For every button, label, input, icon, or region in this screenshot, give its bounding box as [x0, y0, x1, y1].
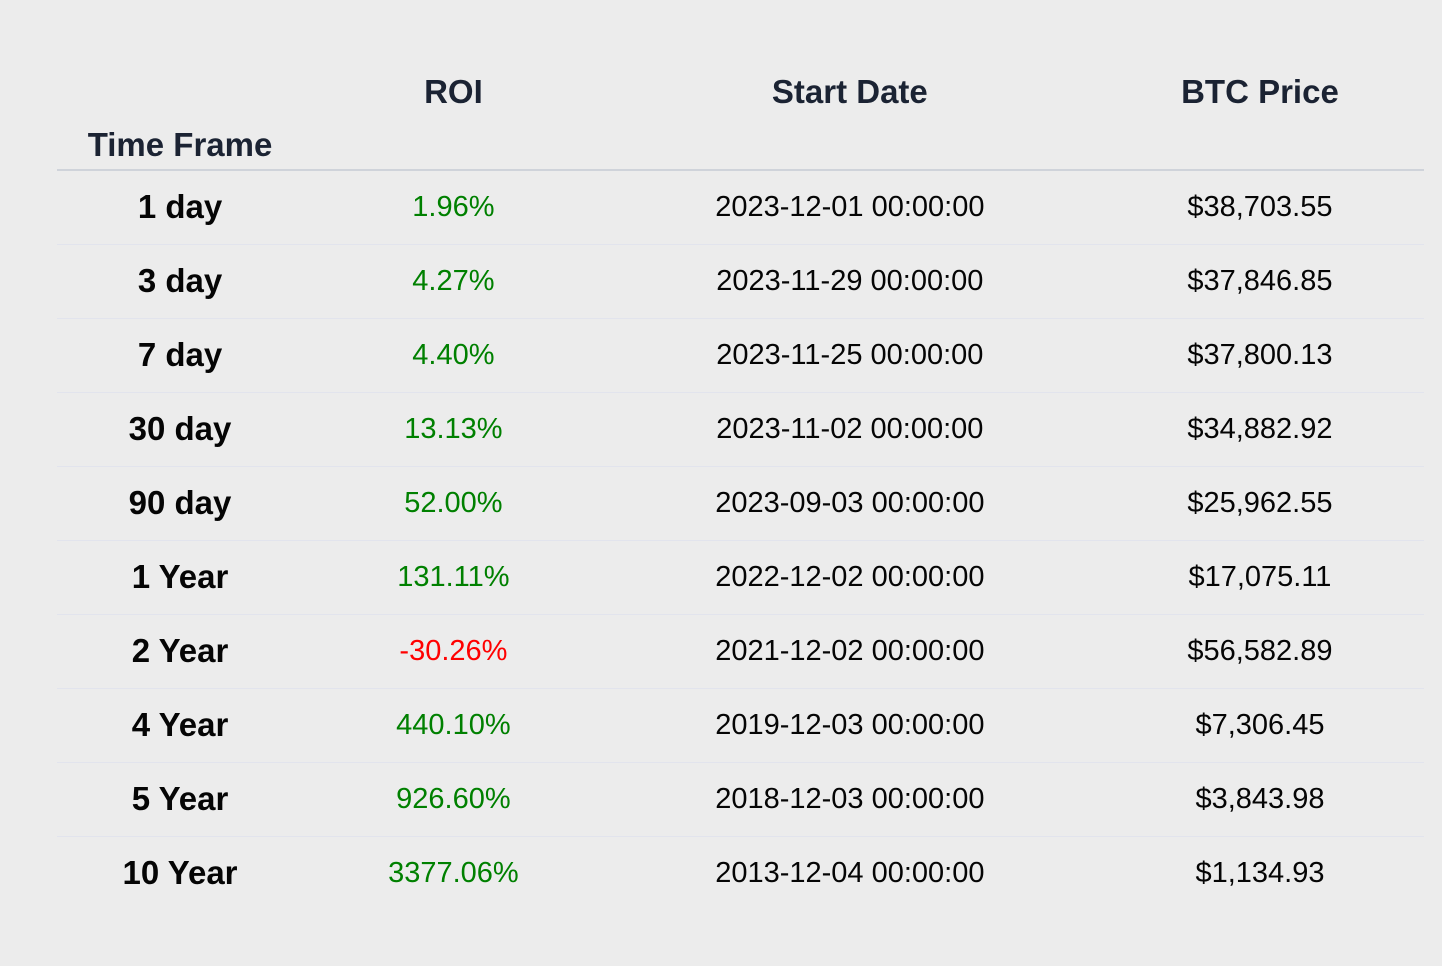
- time-frame-cell: 1 day: [137, 188, 223, 226]
- start-date-cell: 2023-11-25 00:00:00: [603, 317, 1096, 392]
- roi-cell: 52.00%: [303, 465, 604, 540]
- btc-price-cell: $37,800.13: [1095, 317, 1424, 392]
- index-header-spacer: [1095, 120, 1424, 171]
- btc-price-cell: $34,882.92: [1095, 391, 1424, 466]
- roi-cell: 13.13%: [303, 391, 604, 466]
- table-header: ROI Start Date BTC Price Time Frame: [57, 64, 1424, 171]
- roi-cell: 440.10%: [303, 687, 604, 762]
- start-date-cell: 2023-12-01 00:00:00: [715, 190, 985, 223]
- time-frame-cell: 2 Year: [57, 613, 304, 688]
- btc-price-cell: $56,582.89: [1095, 613, 1424, 688]
- column-header-btc-price: BTC Price: [1181, 73, 1339, 110]
- start-date-cell: 2013-12-04 00:00:00: [603, 835, 1096, 910]
- time-frame-cell: 30 day: [57, 391, 304, 466]
- table-body: 1 day 1.96% 2023-12-01 00:00:00 $38,703.…: [57, 170, 1424, 910]
- column-header-roi: ROI: [424, 73, 483, 110]
- btc-price-cell: $3,843.98: [1095, 761, 1424, 836]
- time-frame-cell: 4 Year: [57, 687, 304, 762]
- start-date-cell: 2023-11-02 00:00:00: [603, 391, 1096, 466]
- table-row: 90 day 52.00% 2023-09-03 00:00:00 $25,96…: [57, 465, 1424, 540]
- time-frame-cell: 90 day: [57, 465, 304, 540]
- start-date-cell: 2019-12-03 00:00:00: [603, 687, 1096, 762]
- btc-price-cell: $1,134.93: [1095, 835, 1424, 910]
- start-date-cell: 2018-12-03 00:00:00: [603, 761, 1096, 836]
- roi-cell: 3377.06%: [303, 835, 604, 910]
- roi-cell: -30.26%: [303, 613, 604, 688]
- blank-header-cell: [57, 64, 303, 120]
- table-row: 30 day 13.13% 2023-11-02 00:00:00 $34,88…: [57, 391, 1424, 466]
- btc-price-cell: $25,962.55: [1095, 465, 1424, 540]
- index-header-row: Time Frame: [57, 120, 1424, 171]
- index-header-spacer: [603, 120, 1096, 171]
- start-date-cell: 2023-11-29 00:00:00: [603, 243, 1096, 318]
- btc-price-cell: $37,846.85: [1095, 243, 1424, 318]
- roi-cell: 4.40%: [303, 317, 604, 392]
- btc-roi-table: ROI Start Date BTC Price Time Frame 1 da…: [57, 64, 1424, 910]
- index-header-spacer: [303, 120, 604, 171]
- time-frame-cell: 3 day: [57, 243, 304, 318]
- btc-price-cell: $38,703.55: [1187, 190, 1333, 223]
- roi-cell: 1.96%: [412, 190, 495, 223]
- time-frame-cell: 7 day: [57, 317, 304, 392]
- index-header-time-frame: Time Frame: [57, 120, 304, 171]
- table-row: 1 day 1.96% 2023-12-01 00:00:00 $38,703.…: [57, 170, 1424, 244]
- roi-cell: 4.27%: [303, 243, 604, 318]
- roi-cell: 926.60%: [303, 761, 604, 836]
- table-row: 4 Year 440.10% 2019-12-03 00:00:00 $7,30…: [57, 687, 1424, 762]
- btc-price-cell: $7,306.45: [1095, 687, 1424, 762]
- table-row: 2 Year -30.26% 2021-12-02 00:00:00 $56,5…: [57, 613, 1424, 688]
- time-frame-cell: 10 Year: [57, 835, 304, 910]
- time-frame-cell: 1 Year: [57, 539, 304, 614]
- table-row: 1 Year 131.11% 2022-12-02 00:00:00 $17,0…: [57, 539, 1424, 614]
- start-date-cell: 2021-12-02 00:00:00: [603, 613, 1096, 688]
- table-row: 7 day 4.40% 2023-11-25 00:00:00 $37,800.…: [57, 317, 1424, 392]
- table-row: 3 day 4.27% 2023-11-29 00:00:00 $37,846.…: [57, 243, 1424, 318]
- roi-cell: 131.11%: [303, 539, 604, 614]
- table-row: 10 Year 3377.06% 2013-12-04 00:00:00 $1,…: [57, 835, 1424, 910]
- time-frame-cell: 5 Year: [57, 761, 304, 836]
- column-header-row: ROI Start Date BTC Price: [57, 64, 1424, 120]
- start-date-cell: 2022-12-02 00:00:00: [603, 539, 1096, 614]
- table-row: 5 Year 926.60% 2018-12-03 00:00:00 $3,84…: [57, 761, 1424, 836]
- btc-price-cell: $17,075.11: [1095, 539, 1424, 614]
- column-header-start-date: Start Date: [771, 73, 928, 110]
- start-date-cell: 2023-09-03 00:00:00: [603, 465, 1096, 540]
